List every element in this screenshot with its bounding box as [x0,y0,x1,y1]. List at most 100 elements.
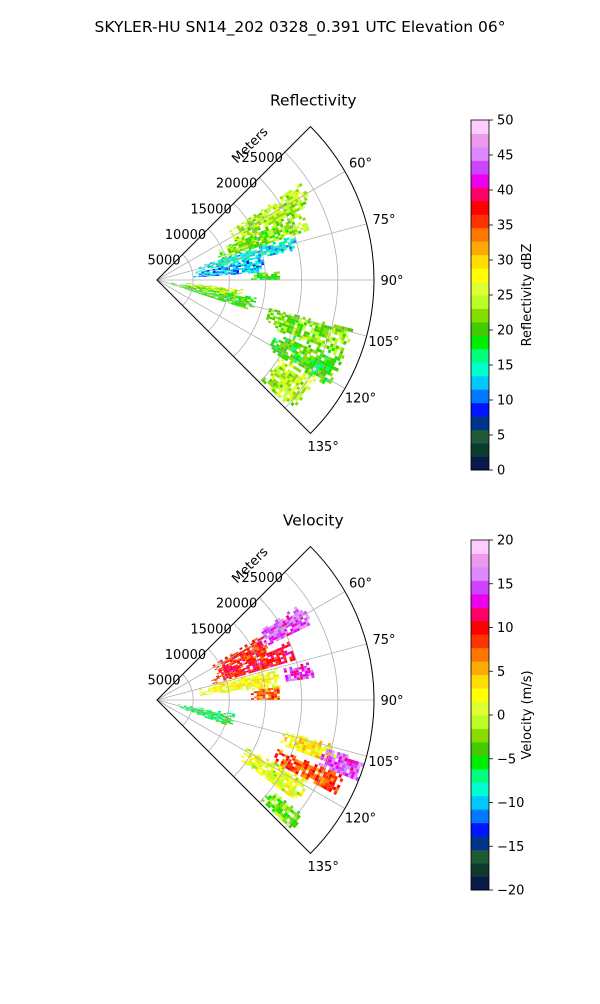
colorbar-segment [471,674,489,689]
echo-cell [207,274,211,276]
echo-cell [227,296,231,299]
echo-cell [213,718,217,721]
echo-cell [298,356,303,360]
echo-cell [230,685,234,687]
echo-cell [174,283,177,285]
echo-cell [239,686,243,689]
echo-cell [246,647,250,651]
echo-cell [242,671,246,674]
echo-cell [257,687,261,690]
echo-cell [235,259,239,262]
echo-cell [292,610,297,615]
echo-cell [198,292,202,294]
echo-cell [276,349,280,353]
echo-cell [324,775,329,780]
echo-cell [258,651,262,655]
echo-cell [331,781,336,787]
echo-cell [335,765,340,770]
theta-tick-label: 105° [368,755,399,770]
echo-cell [296,791,301,796]
echo-cell [334,331,338,335]
echo-cell [326,359,331,364]
echo-cell [284,783,288,788]
echo-cell [225,689,229,692]
echo-cell [252,240,256,244]
echo-cell [221,269,225,271]
echo-cell [293,212,298,216]
echo-cell [289,658,294,662]
echo-cell [273,239,277,242]
echo-cell [253,678,257,682]
echo-cell [280,778,285,782]
echo-cell [266,774,270,778]
echo-cell [251,278,254,280]
echo-cell [241,270,245,273]
echo-cell [263,629,268,633]
echo-cell [241,755,245,759]
echo-cell [273,382,278,387]
echo-cell [302,676,306,680]
echo-cell [258,764,263,768]
echo-cell [288,676,292,680]
echo-cell [265,274,269,277]
echo-cell [324,362,329,367]
echo-cell [302,333,307,337]
echo-cell [258,261,262,264]
colorbar-segment [471,146,489,161]
echo-cell [293,767,298,771]
echo-cell [281,236,285,240]
echo-cell [320,763,325,768]
echo-cell [227,248,231,252]
echo-cell [302,354,307,359]
echo-cell [261,665,265,668]
echo-cell [202,268,206,271]
echo-cell [202,287,206,289]
echo-cell [280,198,285,202]
echo-cell [247,266,251,269]
echo-cell [204,271,207,273]
echo-cell [267,232,271,235]
echo-cell [230,249,234,252]
echo-cell [272,241,276,245]
echo-cell [234,688,238,691]
echo-cell [245,653,250,657]
echo-cell [279,384,284,389]
echo-cell [231,250,235,253]
echo-cell [306,773,311,778]
echo-cell [228,657,232,660]
echo-cell [220,671,225,674]
echo-cell [244,300,248,303]
echo-cell [355,760,359,766]
echo-cell [224,683,228,686]
echo-cell [225,663,229,667]
echo-cell [280,784,285,788]
echo-cell [264,231,268,235]
echo-cell [270,655,274,659]
echo-cell [295,377,300,382]
echo-cell [238,667,242,671]
echo-cell [278,652,283,656]
echo-cell [340,339,345,345]
echo-cell [316,365,321,370]
echo-cell [247,678,251,681]
echo-cell [260,237,264,241]
echo-cell [280,374,285,378]
colorbar-segment [471,661,489,676]
echo-cell [332,366,337,371]
echo-cell [234,655,238,659]
echo-cell [232,665,236,668]
echo-cell [303,778,308,783]
echo-cell [291,757,296,762]
echo-cell [266,686,270,689]
echo-cell [220,690,224,693]
echo-cell [231,302,235,305]
echo-cell [238,658,243,662]
echo-cell [233,270,237,272]
echo-cell [212,664,216,667]
echo-cell [330,777,335,782]
echo-cell [290,822,295,827]
echo-cell [331,750,335,755]
echo-cell [281,788,285,792]
echo-cell [308,335,312,340]
echo-cell [207,716,211,719]
